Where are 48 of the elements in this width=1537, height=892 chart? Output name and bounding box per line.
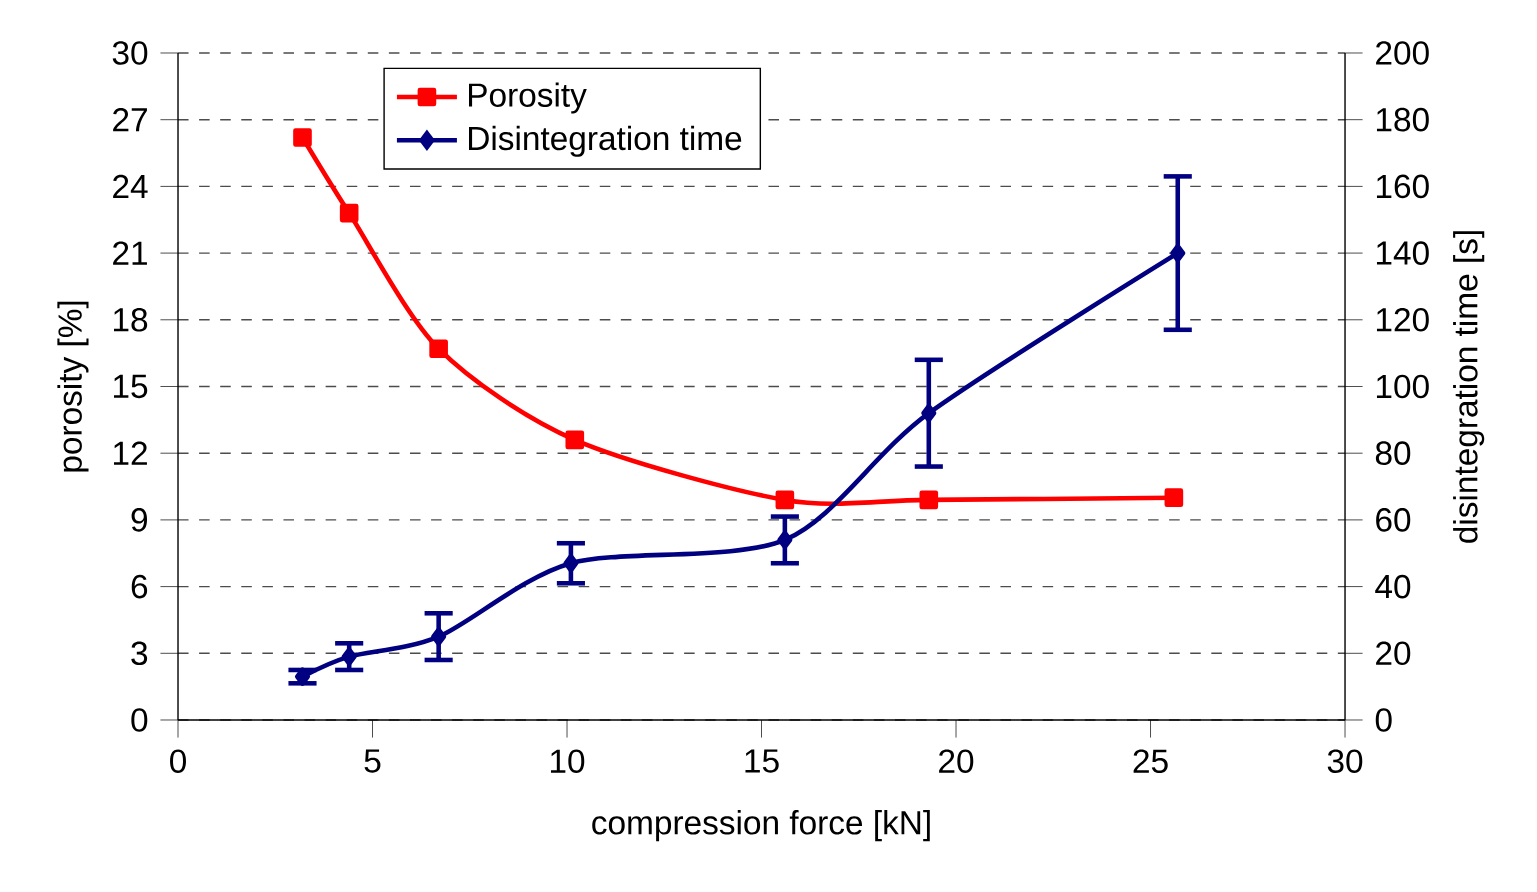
y2-tick-label: 80 [1375, 441, 1411, 466]
point [1170, 243, 1186, 263]
point [431, 627, 447, 646]
point [429, 339, 448, 359]
point [921, 403, 937, 423]
legend-label: Disintegration time [469, 125, 742, 157]
point [919, 490, 939, 510]
y2-tick-label: 20 [1376, 641, 1411, 666]
y-tick-label: 30 [112, 41, 148, 65]
y2-tick-label: 0 [1375, 708, 1392, 732]
y-tick-label: 12 [114, 441, 147, 465]
y2-tick-label: 120 [1376, 307, 1429, 332]
x-tick-label: 0 [170, 749, 186, 774]
point [1164, 488, 1184, 507]
y-tick-label: 27 [113, 108, 147, 132]
y2-tick-label: 40 [1375, 574, 1411, 599]
y-tick-label: 15 [114, 374, 148, 399]
x-tick-label: 15 [745, 749, 779, 773]
y-tick-label: 24 [113, 174, 148, 199]
x-tick-label: 25 [1133, 749, 1168, 774]
y-tick-label: 0 [131, 708, 148, 732]
y2-tick-label: 160 [1376, 174, 1429, 199]
x-tick-label: 10 [550, 749, 585, 774]
y-axis-title: porosity [%] [57, 301, 89, 472]
x-axis-title: compression force [kN] [592, 810, 930, 842]
point [775, 490, 795, 510]
y2-tick-label: 180 [1376, 107, 1429, 132]
y-tick-label: 9 [131, 508, 148, 532]
x-tick-label: 5 [364, 749, 381, 773]
point [563, 553, 579, 573]
y2-tick-label: 200 [1376, 41, 1429, 65]
y-tick-label: 18 [114, 307, 148, 332]
y-tick-label: 6 [131, 574, 148, 599]
point [341, 647, 357, 666]
legend-label: Porosity [469, 82, 587, 114]
y2-tick-label: 100 [1376, 374, 1429, 399]
point [565, 430, 585, 450]
point [294, 667, 311, 686]
x-tick-label: 20 [939, 749, 974, 774]
y2-tick-label: 60 [1376, 508, 1411, 532]
y-tick-label: 21 [113, 241, 147, 265]
y2-tick-label: 140 [1376, 241, 1429, 265]
point [293, 128, 312, 147]
point [339, 203, 359, 223]
y2-axis-title: disintegration time [s] [1453, 231, 1485, 543]
y-tick-label: 3 [131, 641, 148, 666]
point [777, 530, 793, 550]
x-tick-label: 30 [1327, 749, 1363, 774]
